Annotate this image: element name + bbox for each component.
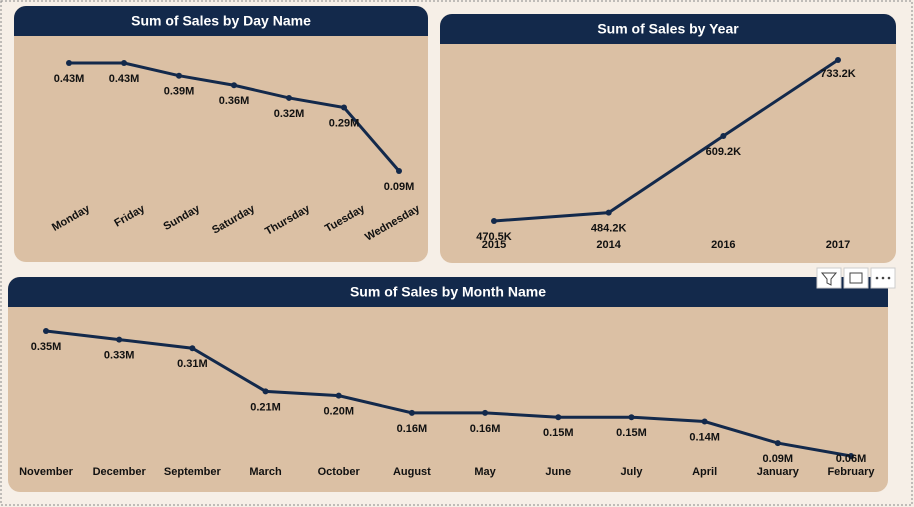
point <box>396 168 402 174</box>
data-label: 0.43M <box>109 73 140 85</box>
data-label: 0.39M <box>164 86 195 98</box>
x-tick-label: 2015 <box>482 239 506 251</box>
point <box>335 392 342 399</box>
data-label: 0.14M <box>689 431 720 443</box>
filter-icon <box>820 272 838 286</box>
chart-title: Sum of Sales by Day Name <box>131 13 311 29</box>
point <box>341 104 347 111</box>
x-tick-label: February <box>827 466 875 478</box>
point <box>66 60 72 66</box>
more-icon <box>875 276 891 280</box>
panel <box>440 14 896 263</box>
x-tick-label: May <box>474 466 496 478</box>
panel <box>8 277 888 492</box>
data-label: 0.16M <box>397 423 428 435</box>
line <box>45 329 852 458</box>
point <box>116 336 123 343</box>
x-tick-label: October <box>318 466 361 478</box>
data-label: 0.21M <box>250 401 281 413</box>
x-tick-label: March <box>249 466 282 478</box>
point <box>231 82 237 89</box>
data-label: 0.33M <box>104 350 135 362</box>
data-label: 0.15M <box>616 427 647 439</box>
panel <box>14 6 428 262</box>
x-tick-label: April <box>692 466 717 478</box>
point <box>628 414 635 421</box>
data-label: 0.29M <box>329 117 360 129</box>
data-label: 733.2K <box>820 68 856 80</box>
x-tick-label: January <box>757 466 800 478</box>
data-label: 0.20M <box>323 406 354 418</box>
data-label: 484.2K <box>591 223 627 235</box>
data-label: 609.2K <box>706 146 742 158</box>
data-label: 0.35M <box>31 341 62 353</box>
data-label: 0.43M <box>54 73 85 85</box>
point <box>605 209 612 216</box>
data-label: 470.5K <box>476 231 512 243</box>
point <box>482 409 489 416</box>
x-tick-label: 2014 <box>596 239 621 251</box>
x-tick-label: November <box>19 466 74 478</box>
focus-button[interactable] <box>843 267 869 289</box>
point <box>286 94 292 101</box>
filter-button[interactable] <box>816 267 842 289</box>
x-tick-label: December <box>93 466 147 478</box>
point <box>720 132 727 139</box>
point <box>835 57 841 63</box>
point <box>176 72 182 79</box>
visual-toolbar[interactable] <box>816 267 896 289</box>
data-label: 0.31M <box>177 358 208 370</box>
point <box>701 418 708 425</box>
x-tick-label: September <box>164 466 222 478</box>
point <box>555 414 562 421</box>
point <box>848 453 854 459</box>
data-label: 0.09M <box>384 181 415 193</box>
data-label: 0.36M <box>219 95 250 107</box>
data-label: 0.09M <box>763 453 794 465</box>
focus-icon <box>849 272 863 284</box>
point <box>491 218 497 224</box>
data-label: 0.15M <box>543 427 574 439</box>
point <box>774 440 781 447</box>
x-tick-label: 2016 <box>711 239 735 251</box>
line <box>493 58 839 223</box>
point <box>262 388 269 395</box>
point <box>189 345 196 352</box>
x-tick-label: August <box>393 466 431 478</box>
point <box>121 60 127 66</box>
x-tick-label: 2017 <box>826 239 850 251</box>
data-label: 0.32M <box>274 108 305 120</box>
data-label: 0.06M <box>836 453 867 465</box>
data-label: 0.16M <box>470 423 501 435</box>
chart-title: Sum of Sales by Year <box>597 21 739 37</box>
point <box>408 409 415 416</box>
x-tick-label: June <box>545 466 571 478</box>
point <box>43 328 49 334</box>
chart-title: Sum of Sales by Month Name <box>350 284 546 300</box>
x-tick-label: July <box>620 466 643 478</box>
